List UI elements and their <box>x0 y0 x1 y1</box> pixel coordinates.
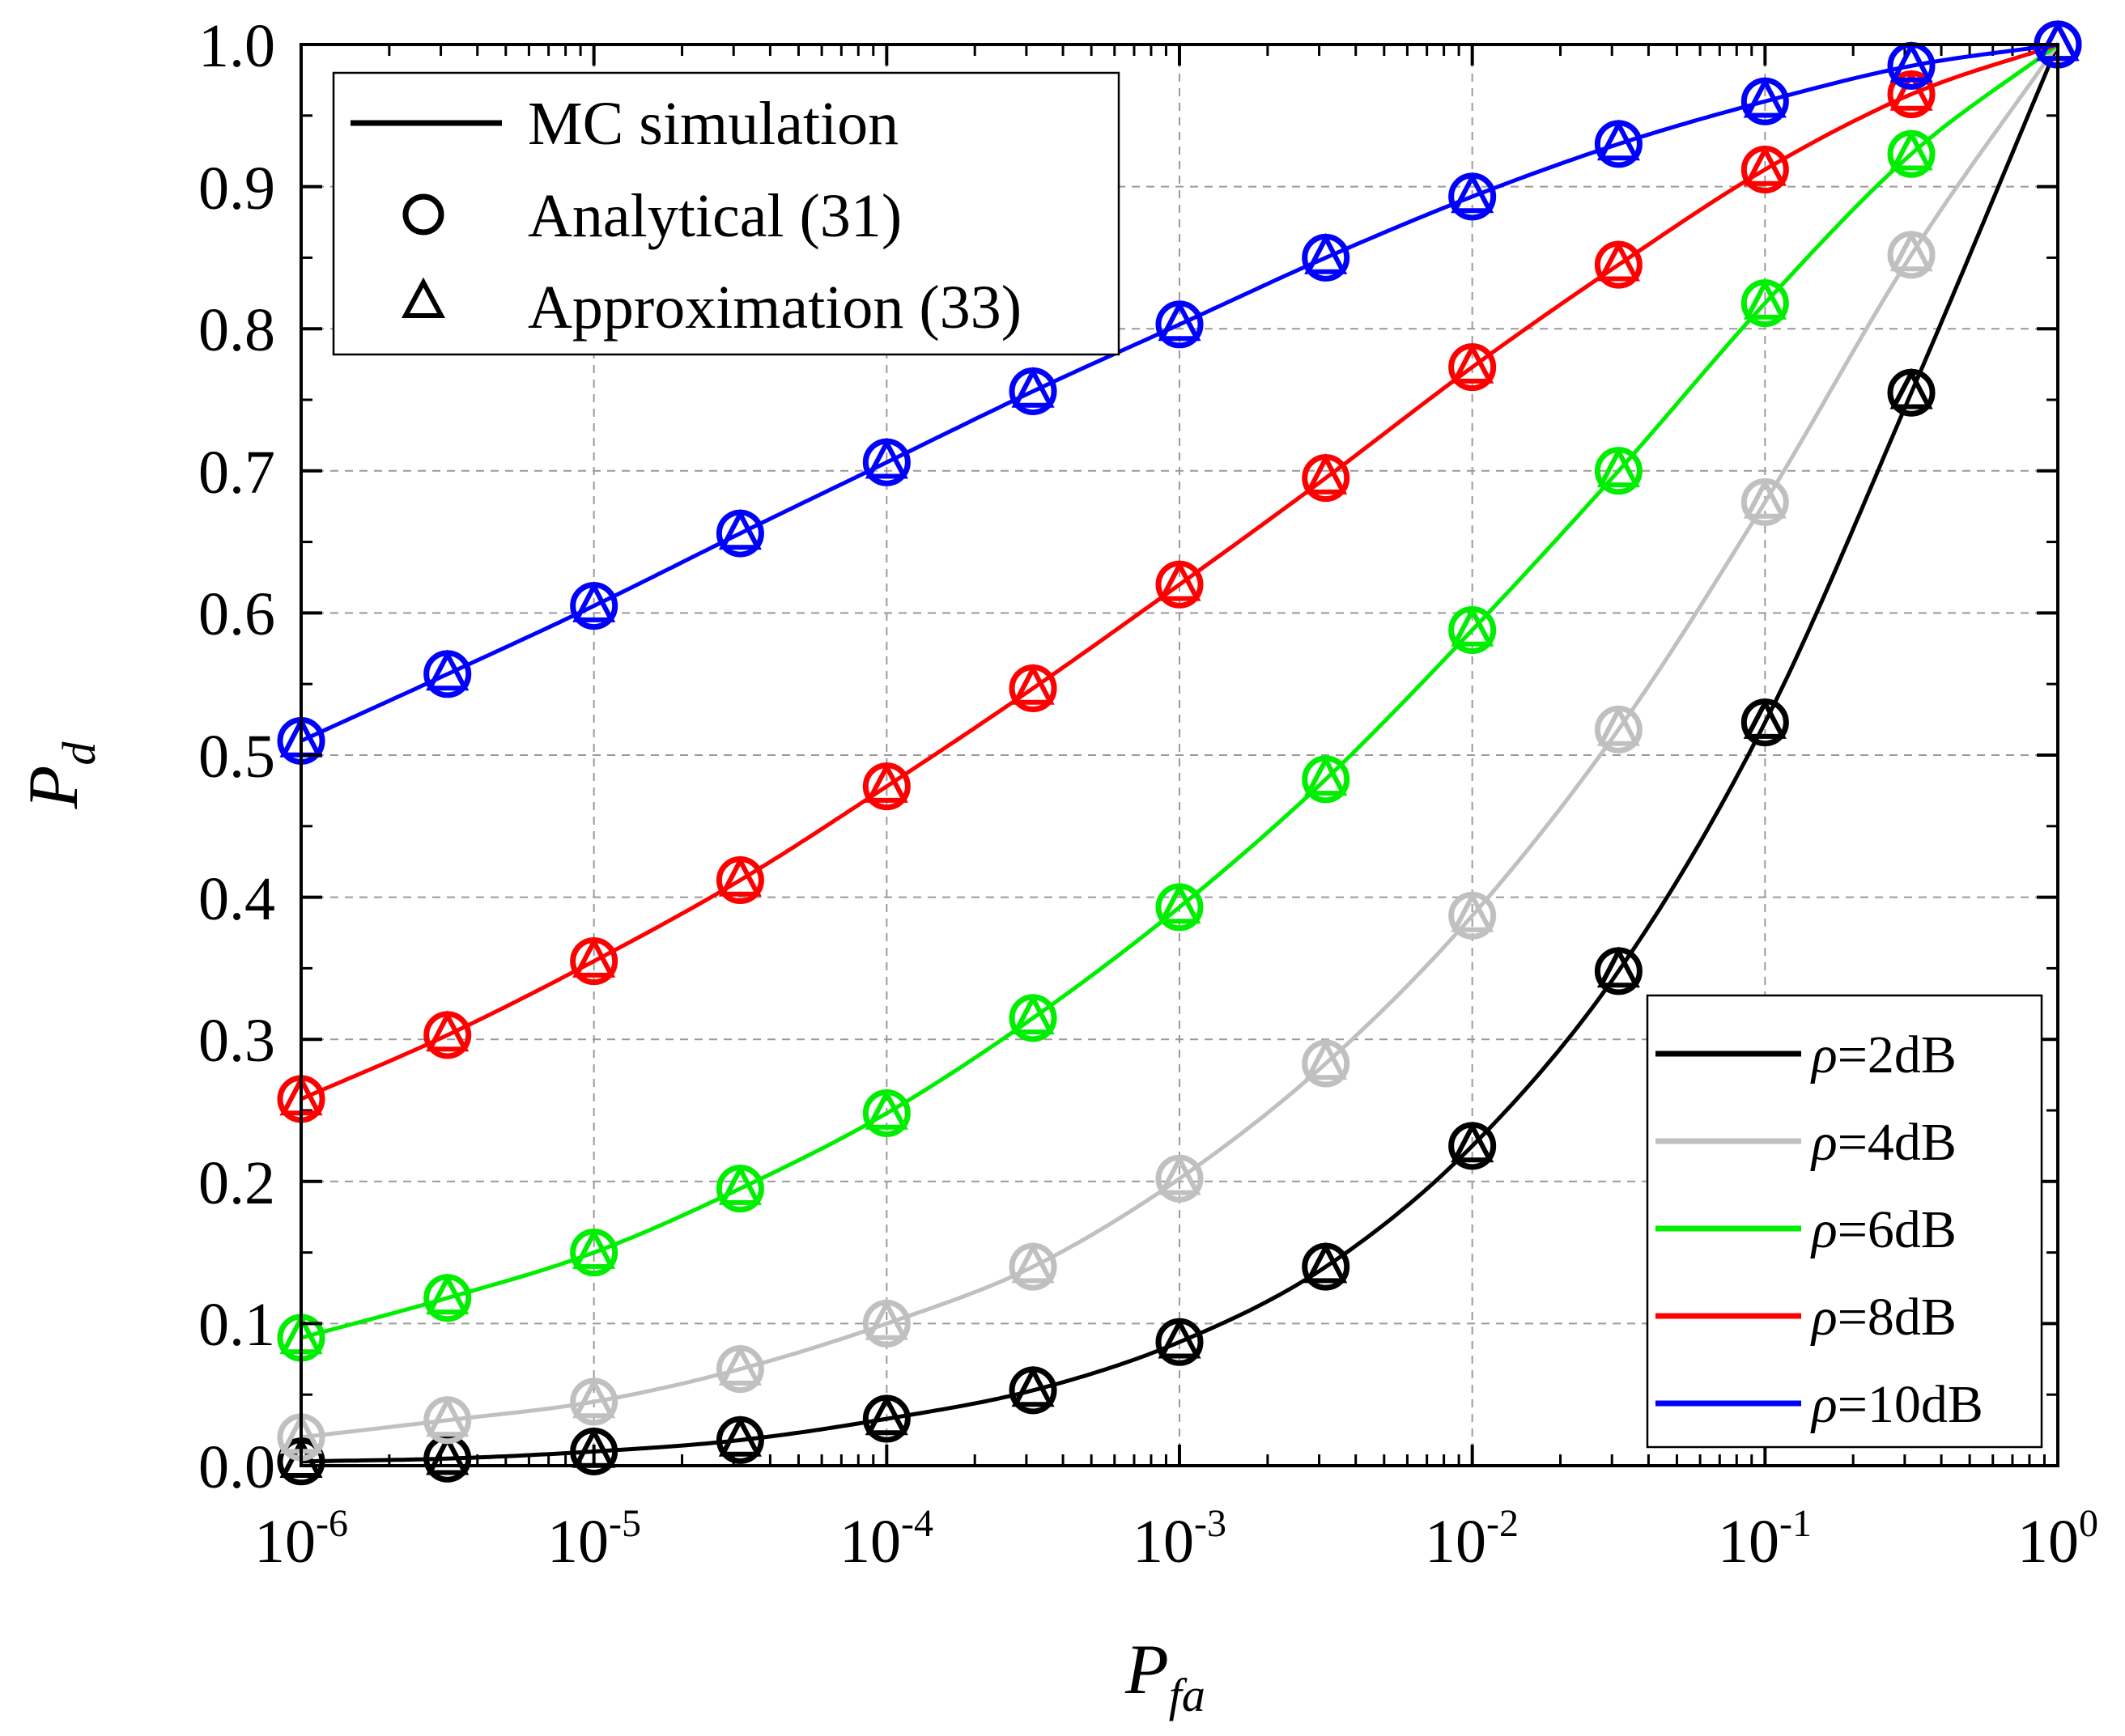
x-tick-label: 10-2 <box>1425 1502 1519 1576</box>
approximation-marker <box>1743 76 1787 118</box>
approximation-marker <box>865 762 908 803</box>
approximation-marker <box>1596 446 1640 488</box>
approximation-marker <box>1743 477 1787 519</box>
approximation-marker <box>1743 145 1787 186</box>
approximation-marker <box>718 1415 762 1457</box>
y-tick-label: 0.0 <box>198 1433 275 1501</box>
x-tick-label: 10-6 <box>254 1502 348 1576</box>
approximation-marker <box>1011 1242 1055 1284</box>
approximation-marker <box>1596 704 1640 746</box>
approximation-marker <box>1011 1365 1055 1407</box>
approximation-marker <box>1304 1242 1348 1284</box>
approximation-marker <box>1889 129 1933 171</box>
approximation-marker <box>865 1089 908 1130</box>
approximation-marker <box>718 508 762 550</box>
approximation-marker <box>572 581 616 622</box>
approximation-marker <box>426 1433 470 1475</box>
legend-circle-swatch <box>402 193 444 236</box>
legend-series: ρ=2dB ρ=4dB ρ=6dB ρ=8dB ρ=10dB <box>1646 994 2043 1449</box>
major-ticks <box>300 43 2059 1467</box>
approximation-marker <box>1451 1121 1494 1163</box>
legend-methods-label: Analytical (31) <box>528 182 902 250</box>
approximation-marker <box>1158 559 1201 601</box>
y-tick-label: 0.3 <box>198 1007 275 1075</box>
x-tick-label: 10-4 <box>839 1502 933 1576</box>
approximation-marker <box>1451 605 1494 647</box>
approximation-marker <box>1011 993 1055 1035</box>
approximation-marker <box>1889 230 1933 272</box>
y-tick-labels: 0.0 0.1 0.2 0.3 0.4 0.5 0.6 0.7 0.8 0.9 … <box>198 12 275 1501</box>
approximation-marker <box>1304 754 1348 796</box>
approximation-marker <box>426 1273 470 1315</box>
approximation-marker <box>1158 882 1201 924</box>
legend-series-label: ρ=4dB <box>1810 1113 1957 1172</box>
approximation-marker <box>1596 240 1640 282</box>
y-tick-label: 0.7 <box>198 439 275 507</box>
approximation-marker <box>426 649 470 691</box>
approximation-marker <box>1451 890 1494 932</box>
series-markers <box>277 19 2082 1486</box>
legend-triangle-swatch <box>401 277 446 318</box>
x-tick-label: 100 <box>2017 1502 2098 1576</box>
approximation-marker <box>1743 278 1787 320</box>
approximation-marker <box>1158 299 1201 342</box>
approximation-marker <box>1889 367 1933 410</box>
legend-methods-label: MC simulation <box>528 90 899 158</box>
series-line <box>300 42 2059 1340</box>
legend-series-label: ρ=8dB <box>1810 1288 1957 1347</box>
approximation-marker <box>1889 40 1933 83</box>
approximation-marker <box>865 1298 908 1340</box>
approximation-marker <box>572 1228 616 1269</box>
approximation-marker <box>426 1010 470 1052</box>
approximation-marker <box>1304 1038 1348 1080</box>
approximation-marker <box>718 1344 762 1386</box>
approximation-marker <box>1011 367 1055 408</box>
y-tick-label: 0.1 <box>198 1291 275 1359</box>
approximation-marker <box>1011 664 1055 705</box>
approximation-marker <box>1304 453 1348 494</box>
x-tick-label: 10-3 <box>1133 1502 1226 1576</box>
x-tick-label: 10-5 <box>547 1502 641 1576</box>
y-tick-label: 0.5 <box>198 723 275 791</box>
approximation-marker <box>1451 342 1494 384</box>
series-line <box>300 42 2059 1101</box>
approximation-marker <box>1743 698 1787 739</box>
y-tick-label: 0.2 <box>198 1149 275 1217</box>
legend-methods-box <box>332 71 1120 356</box>
approximation-marker <box>865 437 908 479</box>
legend-series-label: ρ=10dB <box>1810 1375 1983 1434</box>
x-axis-title: Pfa <box>1124 1631 1205 1721</box>
approximation-marker <box>572 936 616 978</box>
x-tick-labels: 10-6 10-5 10-4 10-3 10-2 10-1 100 <box>254 1502 2098 1576</box>
approximation-marker <box>865 1394 908 1436</box>
x-tick-label: 10-1 <box>1718 1502 1812 1576</box>
series-line <box>300 42 2059 743</box>
approximation-marker <box>1158 1153 1201 1195</box>
legend-methods: MC simulation Analytical (31) Approximat… <box>332 71 1120 356</box>
legend-series-box <box>1646 994 2043 1449</box>
legend-series-label: ρ=2dB <box>1810 1025 1957 1084</box>
series-line <box>300 43 2060 1440</box>
y-tick-label: 0.6 <box>198 580 275 648</box>
approximation-marker <box>426 1395 470 1437</box>
y-tick-label: 0.4 <box>198 865 275 933</box>
approximation-marker <box>1451 172 1494 214</box>
minor-ticks <box>301 45 2058 1466</box>
y-tick-label: 0.8 <box>198 296 275 364</box>
y-axis-title: Pd <box>15 741 105 810</box>
approximation-marker <box>1158 1317 1201 1359</box>
approximation-marker <box>572 1377 616 1419</box>
legend-series-label: ρ=6dB <box>1810 1200 1957 1259</box>
approximation-marker <box>718 855 762 897</box>
approximation-marker <box>1596 946 1640 988</box>
y-tick-label: 1.0 <box>198 12 275 80</box>
approximation-marker <box>1596 119 1640 161</box>
approximation-marker <box>1304 232 1348 274</box>
y-tick-label: 0.9 <box>198 155 275 223</box>
approximation-marker <box>1889 70 1933 111</box>
approximation-marker <box>718 1164 762 1205</box>
legend-methods-label: Approximation (33) <box>528 274 1022 342</box>
